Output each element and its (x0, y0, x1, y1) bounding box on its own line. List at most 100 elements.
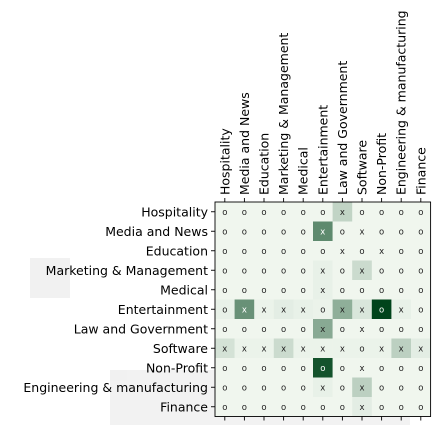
heatmap-cell (352, 319, 373, 339)
cell-marker: x (320, 383, 325, 393)
cell-marker: o (379, 383, 384, 393)
heatmap-cell (391, 319, 412, 339)
cell-marker: o (261, 266, 266, 276)
cell-marker: o (379, 403, 384, 413)
cell-marker: o (399, 208, 404, 218)
cell-marker: o (301, 286, 306, 296)
cell-marker: x (379, 344, 384, 354)
heatmap-cell (391, 241, 412, 261)
heatmap-cell (313, 358, 333, 378)
cell-marker: x (418, 344, 423, 354)
heatmap-cell (313, 241, 333, 261)
y-tick-label: Law and Government (74, 321, 208, 336)
x-tick-label: Finance (413, 147, 428, 195)
heatmap-cell (273, 338, 294, 359)
heatmap-cell (254, 397, 275, 417)
cell-marker: o (261, 208, 266, 218)
cell-marker: o (399, 227, 404, 237)
cell-marker: o (301, 266, 306, 276)
cell-marker: o (320, 364, 325, 374)
cell-marker: x (281, 344, 286, 354)
heatmap-cell (273, 319, 294, 339)
y-tick-label: Media and News (105, 224, 208, 239)
cell-marker: o (222, 325, 227, 335)
cell-marker: o (418, 266, 423, 276)
heatmap-cell (391, 280, 412, 300)
heatmap-cell (254, 299, 275, 320)
heatmap-cell (215, 202, 235, 222)
cell-marker: o (418, 364, 423, 374)
cell-marker: o (340, 325, 345, 335)
heatmap-cell (273, 377, 294, 398)
heatmap-cell (371, 280, 392, 300)
y-tick-label: Engineering & manufacturing (23, 380, 208, 395)
heatmap-cell (332, 260, 353, 281)
heatmap-cell (234, 260, 255, 281)
cell-marker: x (242, 344, 247, 354)
cell-marker: o (340, 403, 345, 413)
cell-marker: o (222, 266, 227, 276)
heatmap-cell (313, 319, 333, 339)
heatmap-cell (293, 221, 314, 242)
heatmap-cell (332, 338, 353, 359)
cell-marker: o (222, 208, 227, 218)
heatmap-cell (371, 377, 392, 398)
heatmap-cell (234, 202, 255, 222)
cell-marker: o (418, 208, 423, 218)
heatmap-cell (273, 397, 294, 417)
heatmap-cell (391, 338, 412, 359)
cell-marker: o (418, 403, 423, 413)
cell-marker: o (320, 403, 325, 413)
cell-marker: o (320, 305, 325, 315)
heatmap-cell (411, 280, 431, 300)
heatmap-cell (352, 397, 373, 417)
cell-marker: x (340, 247, 345, 257)
x-tick-labels: Hospitality Media and News Education Market… (217, 10, 428, 195)
heatmap-cell (371, 338, 392, 359)
cell-marker: o (418, 383, 423, 393)
heatmap-cell (293, 338, 314, 359)
heatmap-cell (411, 358, 431, 378)
heatmap-cell (313, 397, 333, 417)
cell-marker: x (399, 305, 404, 315)
cell-marker: o (340, 364, 345, 374)
cell-marker: o (399, 286, 404, 296)
heatmap-cell (411, 221, 431, 242)
heatmap-cell (313, 299, 333, 320)
heatmap-cell (332, 377, 353, 398)
x-tick-label: Education (257, 133, 272, 195)
heatmap-cell (234, 377, 255, 398)
cell-marker: x (320, 266, 325, 276)
heatmap-cell (234, 397, 255, 417)
x-tick-label: Engineering & manufacturing (394, 10, 409, 195)
heatmap-cell (293, 319, 314, 339)
heatmap-cell (254, 280, 275, 300)
cell-marker: x (281, 305, 286, 315)
cell-marker: o (379, 325, 384, 335)
cell-marker: o (261, 325, 266, 335)
heatmap-cell (254, 319, 275, 339)
cell-marker: x (320, 227, 325, 237)
heatmap-cell (332, 299, 353, 320)
heatmap-cell (293, 377, 314, 398)
heatmap-cell (352, 338, 373, 359)
cell-marker: x (340, 208, 345, 218)
cell-marker: o (418, 227, 423, 237)
heatmap-cell (352, 299, 373, 320)
cell-marker: x (359, 305, 364, 315)
cell-marker: o (399, 364, 404, 374)
y-tick-label: Software (153, 341, 208, 356)
heatmap-cell (391, 221, 412, 242)
cell-marker: o (379, 227, 384, 237)
heatmap-cell (391, 397, 412, 417)
cell-marker: x (301, 305, 306, 315)
heatmap-cell (391, 377, 412, 398)
cell-marker: o (359, 208, 364, 218)
heatmap-cell (234, 221, 255, 242)
x-tick-label: Software (355, 140, 370, 195)
cell-marker: o (399, 247, 404, 257)
cell-marker: x (359, 383, 364, 393)
heatmap-cell (371, 241, 392, 261)
cell-marker: o (301, 227, 306, 237)
